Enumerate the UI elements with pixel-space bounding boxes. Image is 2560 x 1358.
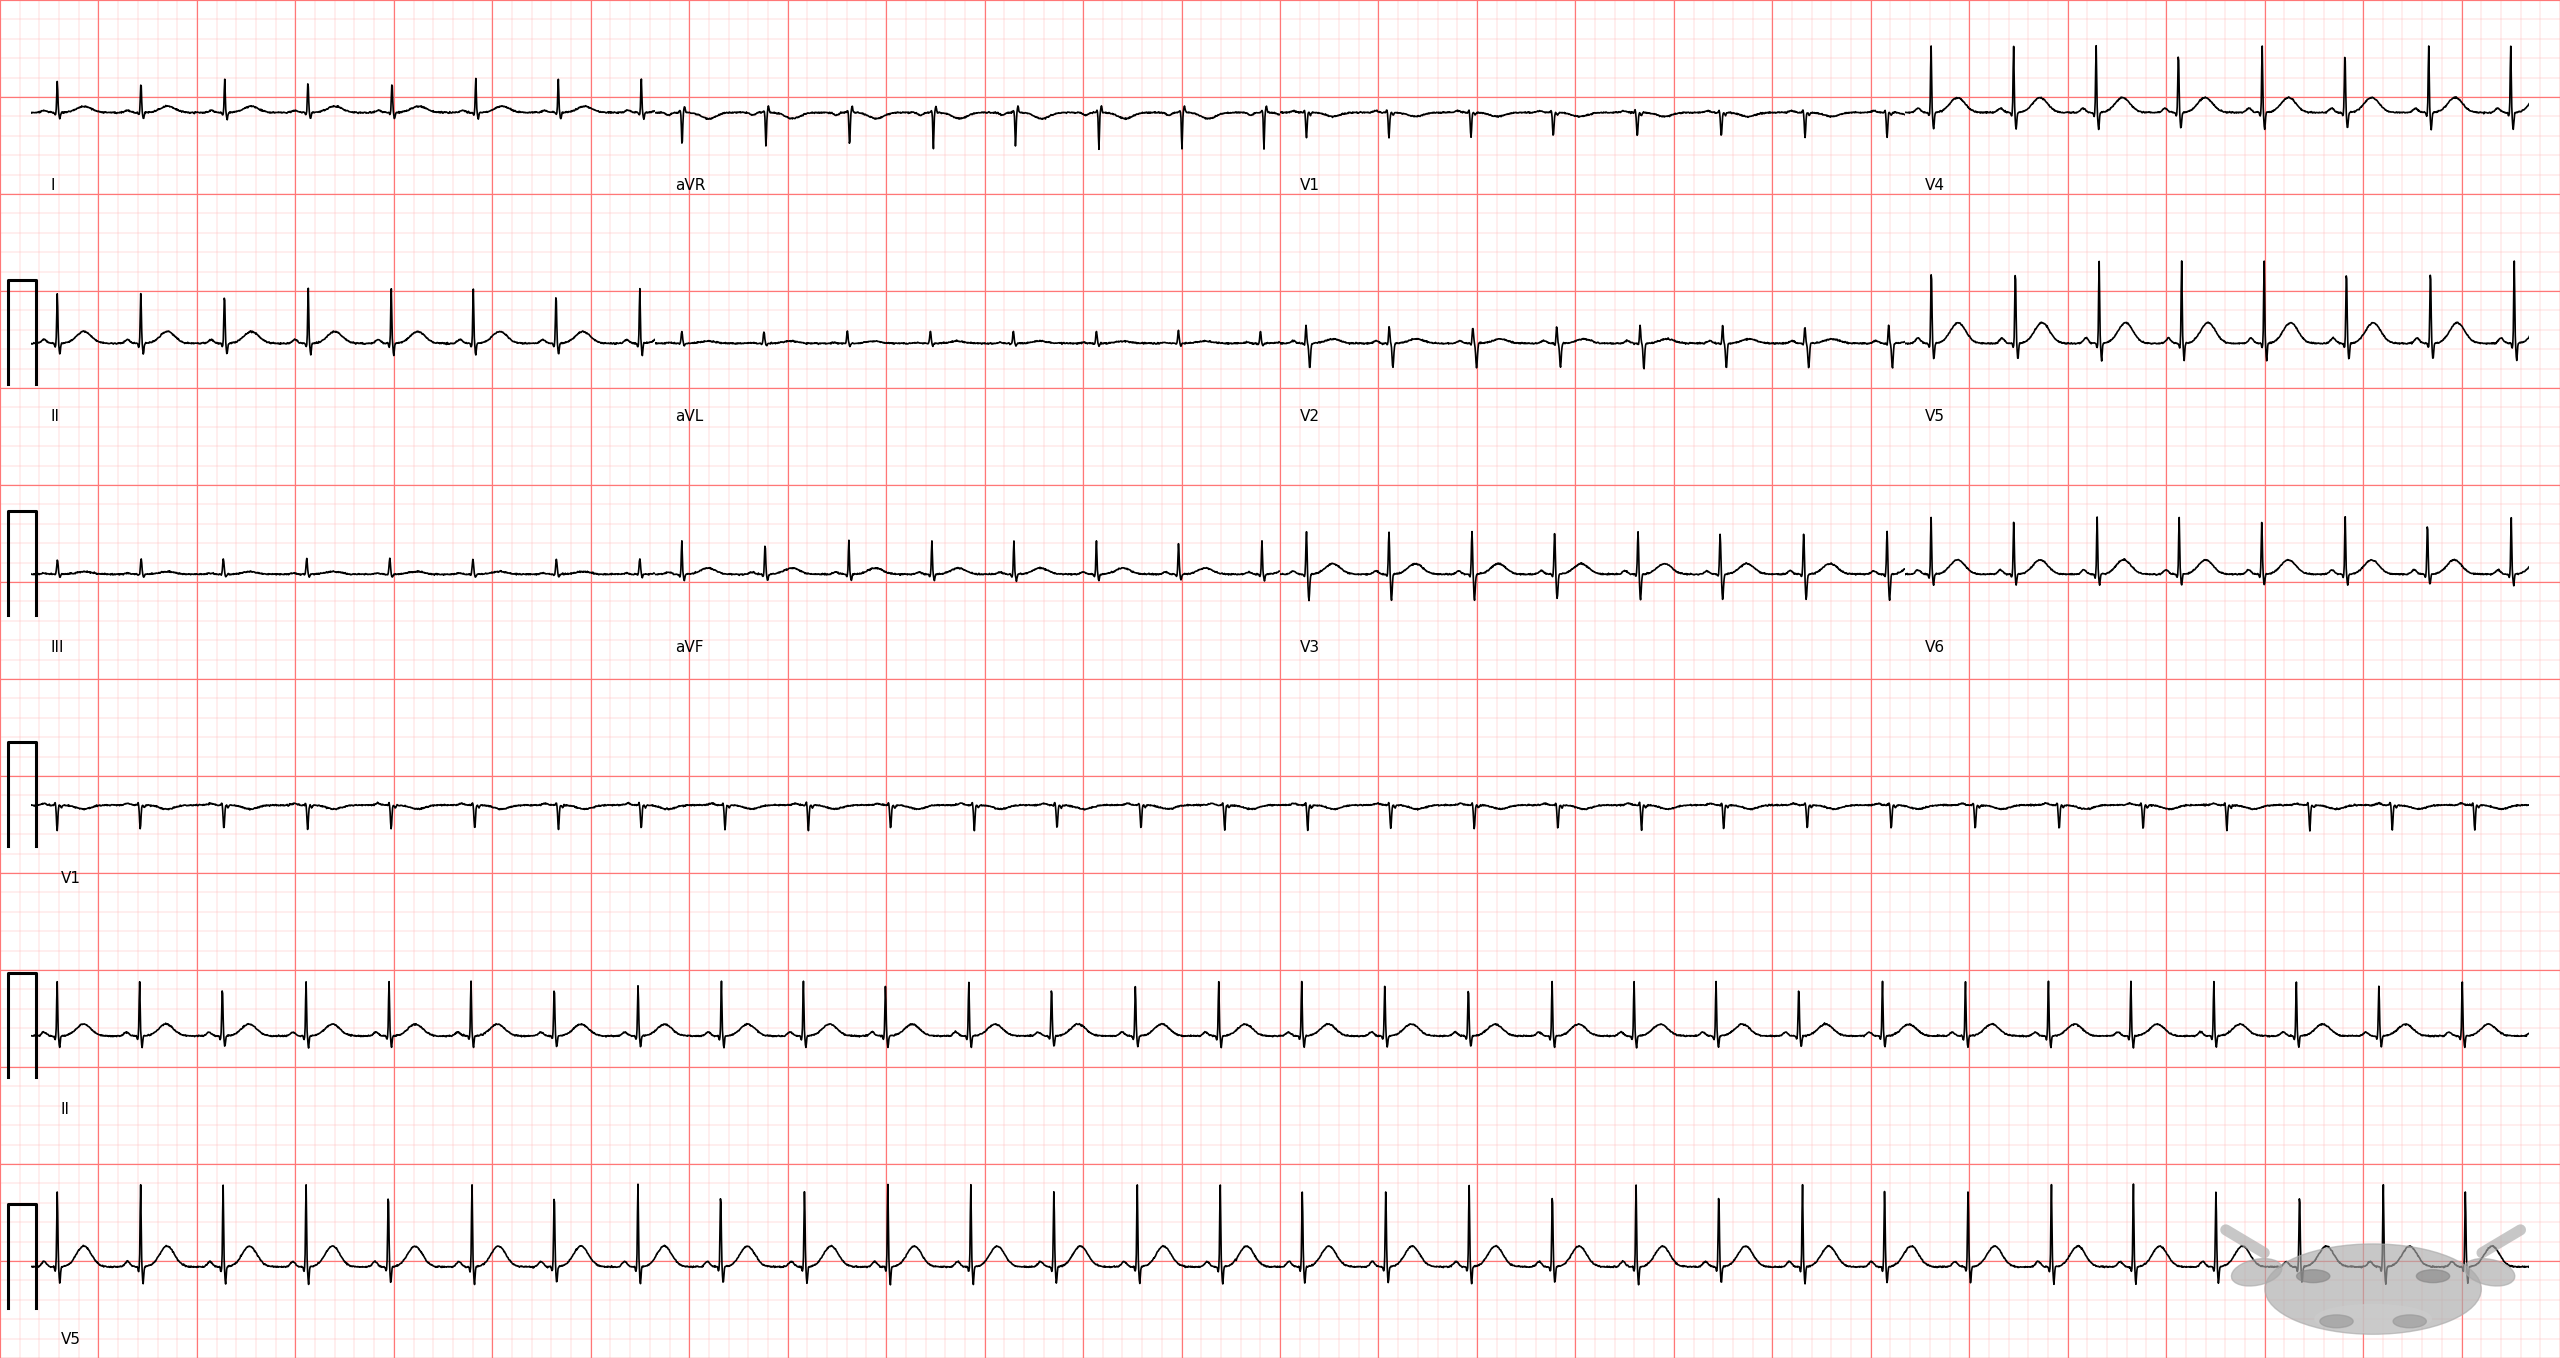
Text: aVR: aVR [676,178,707,193]
Ellipse shape [2232,1259,2281,1286]
Circle shape [2417,1270,2450,1282]
Text: V5: V5 [1925,409,1946,424]
Circle shape [2319,1315,2353,1328]
Text: III: III [51,640,64,655]
Ellipse shape [2266,1244,2481,1334]
Text: I: I [51,178,56,193]
Text: V1: V1 [1300,178,1321,193]
Text: V2: V2 [1300,409,1321,424]
Text: V5: V5 [61,1332,82,1347]
Circle shape [2394,1315,2427,1328]
Text: II: II [61,1101,69,1116]
Text: V3: V3 [1300,640,1321,655]
Text: aVF: aVF [676,640,704,655]
Text: V4: V4 [1925,178,1946,193]
FancyArrowPatch shape [2225,1230,2263,1253]
Text: aVL: aVL [676,409,704,424]
Text: V6: V6 [1925,640,1946,655]
Circle shape [2296,1270,2330,1282]
Text: V1: V1 [61,870,82,885]
FancyArrowPatch shape [2483,1230,2522,1253]
Ellipse shape [2314,1305,2432,1334]
Ellipse shape [2465,1259,2514,1286]
Text: II: II [51,409,59,424]
